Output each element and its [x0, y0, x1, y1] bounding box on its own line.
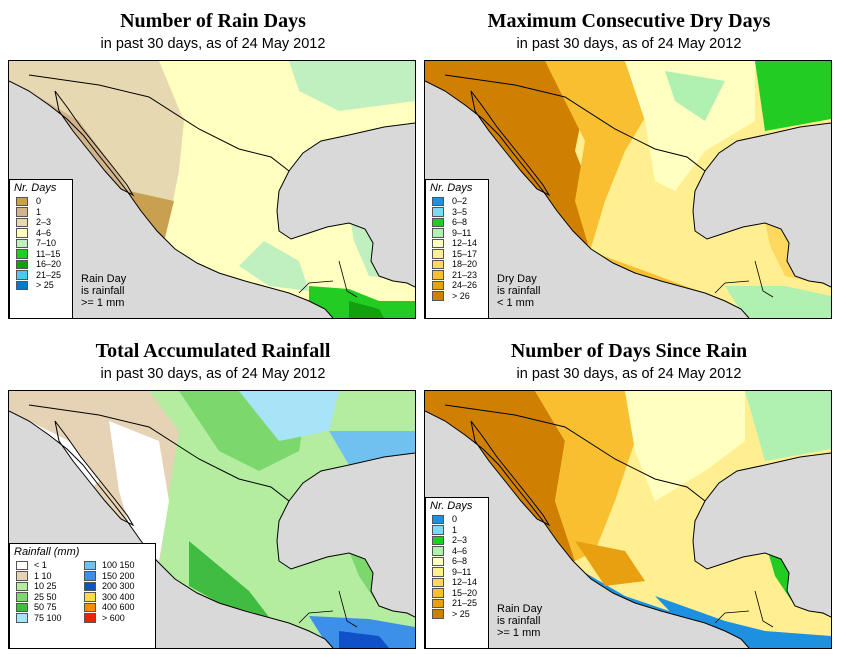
map-canvas	[9, 61, 415, 318]
legend: Nr. Days 0 1 2–3 4–6 7–10 11–15 16–20 21…	[9, 179, 73, 318]
legend-item: 0	[10, 196, 72, 207]
legend-item: 21–25	[426, 598, 488, 609]
legend-item: 9–11	[426, 567, 488, 578]
legend-item: 9–11	[426, 228, 488, 239]
legend-item: 200 300	[78, 581, 146, 592]
legend-item: 6–8	[426, 217, 488, 228]
legend-item: 1 10	[10, 571, 78, 582]
panel-subtitle: in past 30 days, as of 24 May 2012	[516, 366, 742, 382]
legend-item: 4–6	[10, 228, 72, 239]
panel-subtitle: in past 30 days, as of 24 May 2012	[100, 366, 326, 382]
legend-item: 50 75	[10, 602, 78, 613]
legend: Nr. Days 0 1 2–3 4–6 6–8 9–11 12–14 15–2…	[425, 497, 489, 648]
legend-item: 10 25	[10, 581, 78, 592]
legend: Nr. Days 0–2 3–5 6–8 9–11 12–14 15–17 18…	[425, 179, 489, 318]
legend-title: Nr. Days	[430, 182, 473, 194]
legend-item: 25 50	[10, 592, 78, 603]
legend-item: 0–2	[426, 196, 488, 207]
legend-item: 300 400	[78, 592, 146, 603]
legend-item: 6–8	[426, 556, 488, 567]
legend-item: 18–20	[426, 259, 488, 270]
legend-item: 2–3	[426, 535, 488, 546]
map-rain-days: Nr. Days 0 1 2–3 4–6 7–10 11–15 16–20 21…	[8, 60, 416, 319]
definition-note: Dry Day is rainfall < 1 mm	[497, 273, 541, 309]
legend-title: Nr. Days	[430, 500, 473, 512]
panel-title: Number of Rain Days	[120, 10, 306, 32]
definition-note: Rain Day is rainfall >= 1 mm	[497, 603, 543, 639]
legend-item: > 600	[78, 613, 146, 624]
legend-item: 4–6	[426, 546, 488, 557]
legend-item: < 1	[10, 560, 78, 571]
panel-title: Maximum Consecutive Dry Days	[487, 10, 771, 32]
legend-item: 2–3	[10, 217, 72, 228]
legend-title: Rainfall (mm)	[14, 546, 80, 558]
map-total-rainfall: Rainfall (mm) < 1 1 10 10 25 25 50 50 75…	[8, 390, 416, 649]
legend-item: 150 200	[78, 571, 146, 582]
legend-item: 400 600	[78, 602, 146, 613]
legend-title: Nr. Days	[14, 182, 57, 194]
map-days-since-rain: Nr. Days 0 1 2–3 4–6 6–8 9–11 12–14 15–2…	[424, 390, 832, 649]
legend-item: 24–26	[426, 280, 488, 291]
map-canvas	[425, 391, 831, 648]
legend-item: 15–20	[426, 588, 488, 599]
legend-item: 11–15	[10, 249, 72, 260]
panel-subtitle: in past 30 days, as of 24 May 2012	[100, 36, 326, 52]
legend-item: > 25	[426, 609, 488, 620]
legend-item: 12–14	[426, 238, 488, 249]
map-max-dry-days: Nr. Days 0–2 3–5 6–8 9–11 12–14 15–17 18…	[424, 60, 832, 319]
definition-note: Rain Day is rainfall >= 1 mm	[81, 273, 127, 309]
legend-item: 12–14	[426, 577, 488, 588]
legend-item: 16–20	[10, 259, 72, 270]
map-canvas	[9, 391, 415, 648]
legend-item: 1	[426, 525, 488, 536]
legend-item: 21–25	[10, 270, 72, 281]
legend-item: 3–5	[426, 207, 488, 218]
legend-item: 0	[426, 514, 488, 525]
panel-subtitle: in past 30 days, as of 24 May 2012	[516, 36, 742, 52]
legend-item: 75 100	[10, 613, 78, 624]
legend-item: > 25	[10, 280, 72, 291]
panel-title: Number of Days Since Rain	[510, 340, 748, 362]
legend-item: > 26	[426, 291, 488, 302]
legend-item: 15–17	[426, 249, 488, 260]
legend: Rainfall (mm) < 1 1 10 10 25 25 50 50 75…	[9, 543, 156, 648]
panel-title: Total Accumulated Rainfall	[95, 340, 331, 362]
legend-item: 7–10	[10, 238, 72, 249]
map-canvas	[425, 61, 831, 318]
legend-item: 1	[10, 207, 72, 218]
legend-item: 21–23	[426, 270, 488, 281]
legend-item: 100 150	[78, 560, 146, 571]
